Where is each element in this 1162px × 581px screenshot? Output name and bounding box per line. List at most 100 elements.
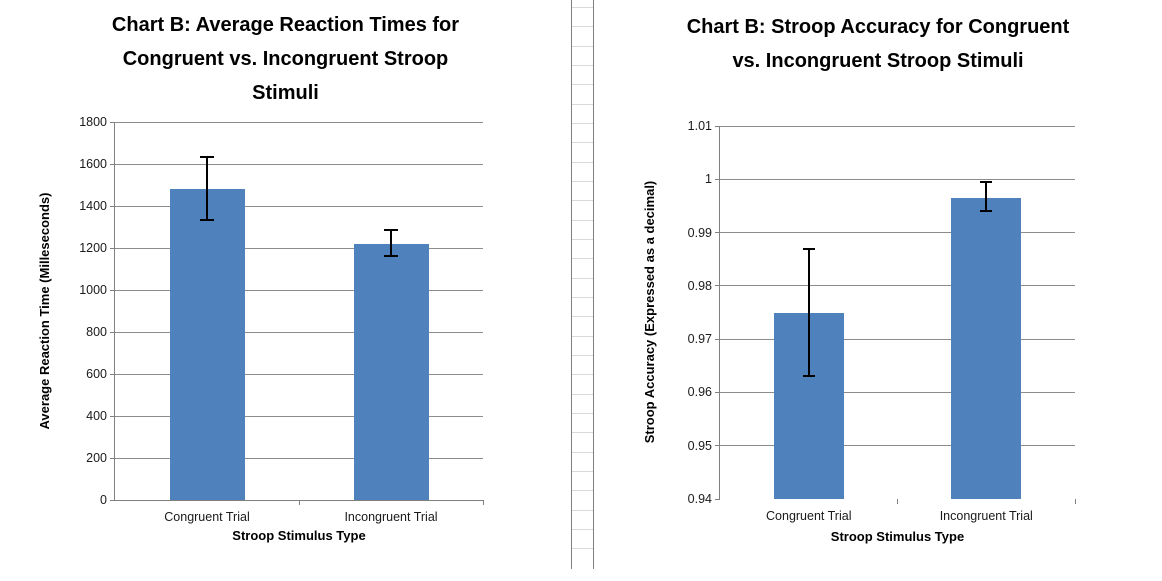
sheet-row-gridline: [572, 278, 593, 279]
sheet-row-gridline: [572, 7, 593, 8]
y-tick-label: 0.98: [687, 278, 712, 293]
error-bar: [390, 230, 392, 257]
gridline: [115, 121, 483, 123]
gridline: [115, 205, 483, 207]
plot-area: [720, 125, 1075, 499]
y-tick-label: 0.99: [687, 225, 712, 240]
bar-incongruent-trial[interactable]: [951, 197, 1022, 499]
y-axis-tick: [715, 338, 720, 340]
y-tick-label: 1.01: [687, 119, 712, 133]
sheet-row-gridline: [572, 181, 593, 182]
y-axis-line: [719, 126, 720, 499]
y-tick-label: 1000: [79, 283, 107, 297]
error-bar: [807, 248, 810, 377]
gridline: [720, 391, 1075, 393]
y-axis-tick: [715, 178, 720, 180]
gridline: [115, 247, 483, 249]
x-tick-label: Incongruent Trial: [344, 510, 438, 524]
error-bar: [985, 181, 988, 212]
y-tick-label: 1800: [79, 115, 107, 129]
y-tick-label: 1200: [79, 241, 107, 255]
gridline: [720, 178, 1075, 180]
x-tick-label: Congruent Trial: [164, 510, 250, 524]
x-axis-title: Stroop Stimulus Type: [232, 528, 366, 543]
sheet-row-gridline: [572, 510, 593, 511]
sheet-row-gridline: [572, 65, 593, 66]
x-axis-tick: [897, 499, 898, 504]
y-axis-tick: [110, 121, 115, 123]
x-tick-label: Incongruent Trial: [939, 509, 1033, 523]
gridline: [115, 163, 483, 165]
sheet-row-gridline: [572, 316, 593, 317]
sheet-row-gridline: [572, 452, 593, 453]
x-axis-tick: [1074, 499, 1076, 504]
y-axis-tick: [110, 163, 115, 165]
y-tick-label: 1400: [79, 199, 107, 213]
sheet-row-gridline: [572, 46, 593, 47]
y-axis-tick: [110, 205, 115, 207]
sheet-row-gridline: [572, 355, 593, 356]
plot-area: [115, 121, 483, 500]
y-axis-line: [114, 122, 115, 500]
sheet-row-gridline: [572, 548, 593, 549]
sheet-row-gridline: [572, 142, 593, 143]
y-tick-label: 1: [705, 172, 712, 187]
error-bar-cap: [802, 375, 815, 378]
error-bar-cap: [384, 255, 398, 258]
y-axis-tick: [110, 373, 115, 375]
sheet-row-gridline: [572, 297, 593, 298]
y-axis-tick: [110, 247, 115, 249]
y-axis-tick: [715, 391, 720, 393]
sheet-row-gridline: [572, 104, 593, 105]
y-tick-label: 0: [100, 493, 107, 507]
y-axis-title: Stroop Accuracy (Expressed as a decimal): [642, 180, 657, 444]
gridline: [115, 373, 483, 375]
sheet-row-gridline: [572, 200, 593, 201]
gridline: [720, 445, 1075, 447]
error-bar: [206, 157, 208, 221]
gridline: [115, 331, 483, 333]
chart-reaction-times[interactable]: Chart B: Average Reaction Times for Cong…: [0, 0, 571, 569]
x-axis-title: Stroop Stimulus Type: [830, 529, 965, 544]
y-axis-tick: [715, 498, 720, 500]
sheet-row-gridline: [572, 413, 593, 414]
sheet-row-gridline: [572, 374, 593, 375]
x-axis-tick: [298, 500, 300, 505]
sheet-row-gridline: [572, 239, 593, 240]
gridline: [720, 285, 1075, 287]
y-axis-tick: [715, 125, 720, 127]
y-axis-tick: [715, 445, 720, 447]
spreadsheet-column-strip: [571, 0, 594, 569]
y-tick-label: 0.94: [687, 492, 712, 506]
y-axis-tick: [110, 331, 115, 333]
y-tick-label: 800: [86, 325, 107, 339]
y-tick-label: 200: [86, 451, 107, 465]
bar-incongruent-trial[interactable]: [353, 243, 429, 500]
sheet-row-gridline: [572, 490, 593, 491]
sheet-row-gridline: [572, 258, 593, 259]
error-bar-cap: [980, 180, 993, 183]
gridline: [115, 289, 483, 291]
y-axis-tick: [110, 415, 115, 417]
x-axis-tick: [482, 500, 484, 505]
y-tick-label: 0.95: [687, 438, 712, 453]
gridline: [115, 457, 483, 459]
sheet-row-gridline: [572, 394, 593, 395]
error-bar-cap: [200, 156, 214, 159]
error-bar-cap: [384, 229, 398, 232]
gridline: [115, 415, 483, 417]
chart-title: Chart B: Stroop Accuracy for Congruent v…: [686, 16, 1070, 72]
gridline: [720, 338, 1075, 340]
x-tick-label: Congruent Trial: [766, 509, 852, 523]
y-axis-tick: [110, 457, 115, 459]
y-tick-label: 0.96: [687, 385, 712, 400]
bar-congruent-trial[interactable]: [169, 188, 245, 500]
y-axis-tick: [110, 289, 115, 291]
sheet-row-gridline: [572, 432, 593, 433]
y-axis-tick: [715, 232, 720, 234]
sheet-row-gridline: [572, 162, 593, 163]
sheet-row-gridline: [572, 336, 593, 337]
chart-stroop-accuracy[interactable]: Chart B: Stroop Accuracy for Congruent v…: [594, 0, 1162, 569]
chart-title: Chart B: Average Reaction Times for Cong…: [111, 14, 460, 104]
